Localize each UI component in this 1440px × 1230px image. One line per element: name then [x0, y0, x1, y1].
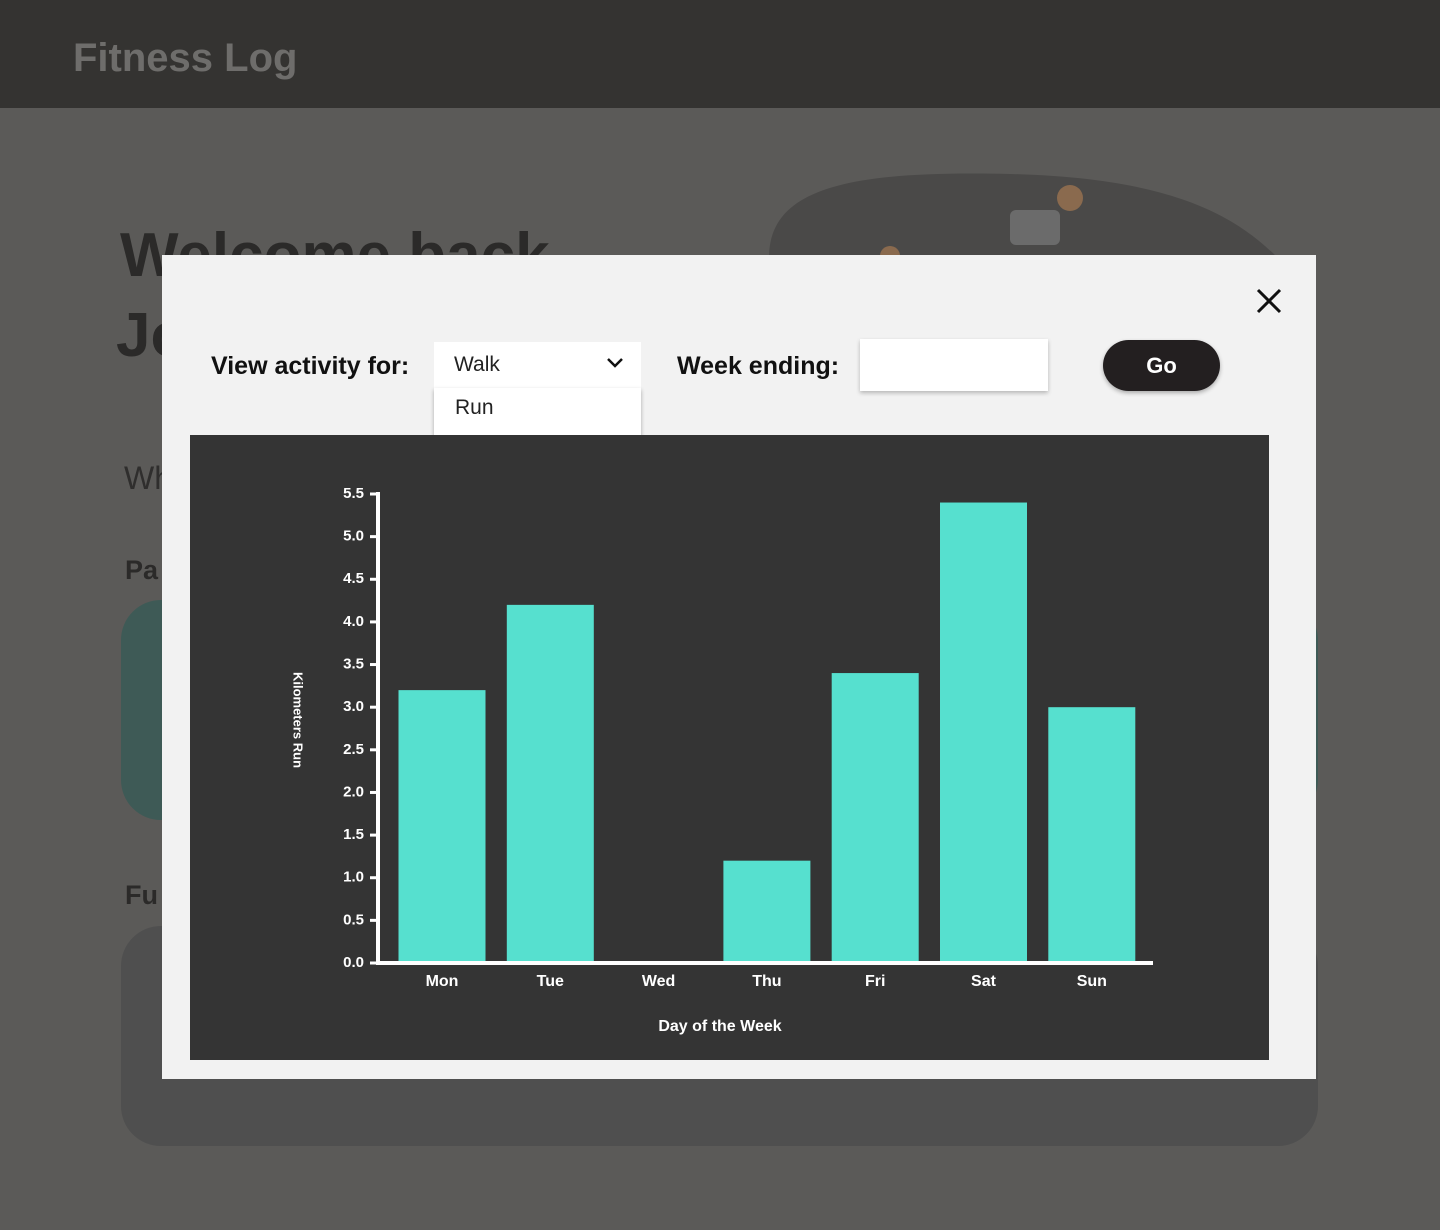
y-tick-label: 0.0: [343, 954, 364, 971]
chevron: [607, 358, 623, 368]
y-tick-label: 1.5: [343, 826, 364, 843]
x-axis-label: Day of the Week: [658, 1018, 781, 1035]
bar: [506, 604, 594, 963]
x-tick-label: Wed: [642, 973, 675, 990]
activity-label: View activity for:: [211, 352, 410, 380]
option[interactable]: Run: [455, 396, 494, 419]
go-button[interactable]: Go: [1103, 340, 1220, 391]
bar: [831, 673, 919, 963]
app-title[interactable]: Fitness Log: [73, 36, 298, 80]
y-tick-label: 2.0: [343, 783, 364, 800]
y-tick-label: 2.5: [343, 741, 364, 758]
selected-option: Walk: [454, 353, 500, 376]
y-axis-label: Kilometers Run: [291, 672, 306, 768]
y-tick-label: 3.0: [343, 698, 364, 715]
x-tick-label: Tue: [537, 973, 564, 990]
close-button[interactable]: [1255, 287, 1283, 315]
bar: [940, 502, 1027, 963]
y-tick-label: 3.5: [343, 656, 364, 673]
y-tick-label: 4.0: [343, 613, 364, 630]
bar: [398, 690, 486, 963]
activity-select[interactable]: Walk: [434, 342, 641, 388]
y-tick-label: 4.5: [343, 570, 364, 587]
y-tick-label: 5.0: [343, 528, 364, 545]
chart: Mon Tue Wed Thu Fri Sat Sun 0.0 0.5 1.0 1.5 2.0 2.5 3…: [190, 435, 1269, 1060]
y-tick-label: 0.5: [343, 911, 364, 928]
y-tick-label: 5.5: [343, 485, 364, 502]
x-tick-label: Fri: [865, 973, 885, 990]
week-label: Week ending:: [677, 352, 840, 380]
future-heading: Fu: [125, 880, 158, 910]
x-tick-label: Sun: [1077, 973, 1107, 990]
y-tick-label: 1.0: [343, 869, 364, 886]
bar: [1048, 707, 1136, 963]
bar: [723, 860, 811, 963]
x-tick-label: Mon: [426, 973, 459, 990]
x-tick-label: Sat: [971, 973, 997, 990]
week-input[interactable]: [860, 339, 1048, 391]
header: Fitness Log: [0, 0, 1440, 108]
x-tick-label: Thu: [752, 973, 781, 990]
past-heading: Pa: [125, 555, 159, 585]
